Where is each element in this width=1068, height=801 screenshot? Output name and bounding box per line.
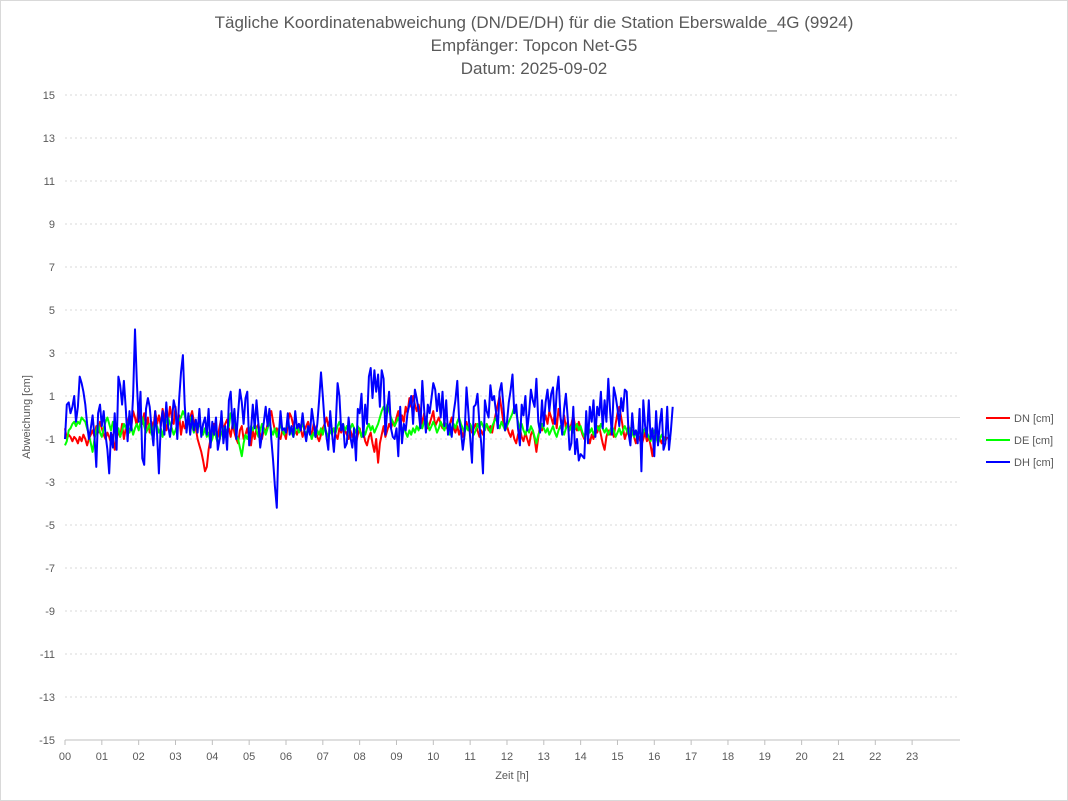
y-tick-label: 11	[44, 176, 55, 188]
x-tick-label: 12	[501, 751, 513, 763]
legend-label-dh: DH [cm]	[1014, 457, 1054, 469]
y-tick-label: -5	[45, 520, 55, 532]
y-tick-label: -3	[45, 477, 55, 489]
x-tick-label: 19	[759, 751, 771, 763]
y-tick-label: 13	[43, 133, 55, 145]
x-tick-label: 18	[722, 751, 734, 763]
x-tick-label: 16	[648, 751, 660, 763]
chart-title: Tägliche Koordinatenabweichung (DN/DE/DH…	[214, 13, 854, 32]
y-tick-label: 5	[49, 305, 55, 317]
y-tick-label: -11	[40, 649, 55, 661]
x-tick-label: 00	[59, 751, 71, 763]
x-tick-label: 22	[869, 751, 881, 763]
x-tick-label: 03	[169, 751, 181, 763]
x-tick-label: 10	[427, 751, 439, 763]
x-tick-label: 09	[390, 751, 402, 763]
x-tick-label: 13	[538, 751, 550, 763]
y-tick-label: -7	[45, 563, 55, 575]
y-axis-label: Abweichung [cm]	[21, 375, 33, 459]
y-tick-label: -15	[39, 735, 55, 747]
y-tick-label: 3	[49, 348, 55, 360]
x-tick-label: 04	[206, 751, 218, 763]
legend-label-dn: DN [cm]	[1014, 413, 1054, 425]
x-axis-label: Zeit [h]	[495, 770, 529, 782]
x-tick-label: 14	[575, 751, 587, 763]
x-tick-label: 07	[317, 751, 329, 763]
x-tick-label: 21	[832, 751, 844, 763]
chart-subtitle-date: Datum: 2025-09-02	[460, 59, 608, 78]
y-tick-label: -13	[39, 692, 55, 704]
y-tick-label: 9	[49, 219, 55, 231]
chart-subtitle-receiver: Empfänger: Topcon Net-G5	[430, 36, 638, 55]
y-tick-label: 15	[43, 90, 55, 102]
y-tick-label: -1	[45, 434, 55, 446]
x-tick-label: 05	[243, 751, 255, 763]
y-tick-label: 7	[49, 262, 55, 274]
y-tick-label: -9	[45, 606, 55, 618]
y-tick-label: 1	[49, 391, 55, 403]
x-tick-label: 08	[354, 751, 366, 763]
x-tick-label: 11	[464, 751, 475, 763]
x-tick-label: 01	[96, 751, 108, 763]
series-line-dh	[64, 328, 674, 509]
x-tick-label: 06	[280, 751, 292, 763]
x-tick-label: 02	[133, 751, 145, 763]
legend-label-de: DE [cm]	[1014, 435, 1053, 447]
x-tick-label: 23	[906, 751, 918, 763]
x-tick-label: 20	[796, 751, 808, 763]
x-tick-label: 15	[611, 751, 623, 763]
x-tick-label: 17	[685, 751, 697, 763]
